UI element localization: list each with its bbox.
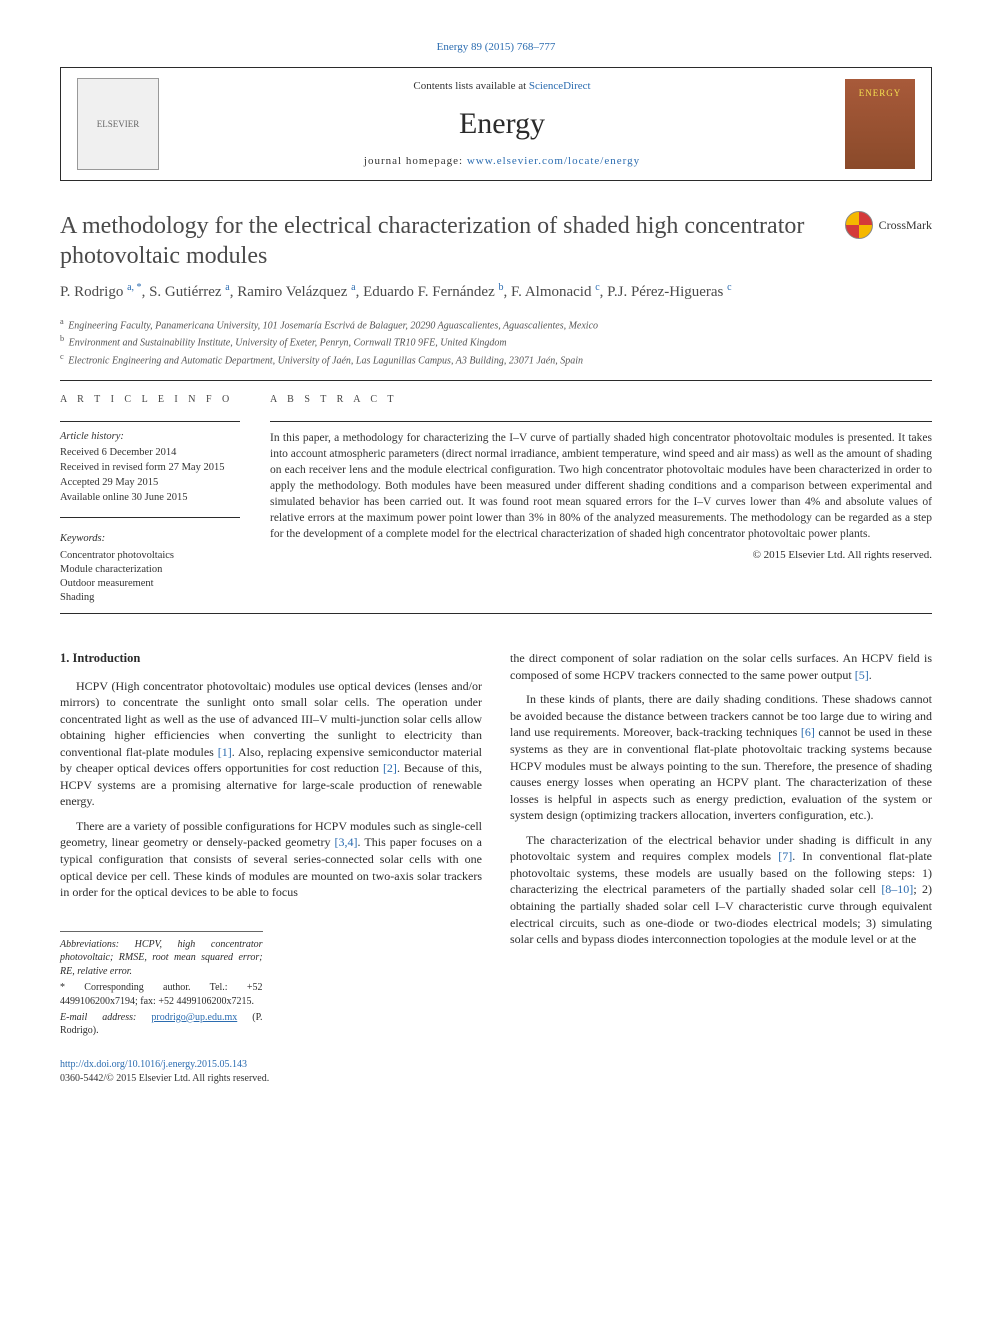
journal-citation: Energy 89 (2015) 768–777: [60, 40, 932, 55]
affiliations-block: a Engineering Faculty, Panamericana Univ…: [60, 316, 932, 368]
article-title: A methodology for the electrical charact…: [60, 211, 845, 271]
journal-header: ELSEVIER Contents lists available at Sci…: [60, 67, 932, 181]
keyword-1: Module characterization: [60, 563, 240, 577]
affiliation-c: c Electronic Engineering and Automatic D…: [60, 351, 932, 368]
authors-line: P. Rodrigo a, *, S. Gutiérrez a, Ramiro …: [60, 281, 932, 302]
rule-below-abstract: [60, 613, 932, 614]
rule-info-2: [60, 517, 240, 518]
history-online: Available online 30 June 2015: [60, 491, 240, 505]
elsevier-logo: ELSEVIER: [77, 78, 159, 170]
footnote-email: E-mail address: prodrigo@up.edu.mx (P. R…: [60, 1011, 263, 1039]
footnote-corresponding: * Corresponding author. Tel.: +52 449910…: [60, 981, 263, 1009]
article-info-heading: A R T I C L E I N F O: [60, 393, 240, 407]
history-label: Article history:: [60, 430, 240, 444]
issn-copyright: 0360-5442/© 2015 Elsevier Ltd. All right…: [60, 1073, 269, 1084]
footnote-abbreviations: Abbreviations: HCPV, high concentrator p…: [60, 938, 263, 979]
abstract-column: A B S T R A C T In this paper, a methodo…: [270, 393, 932, 605]
abstract-copyright: © 2015 Elsevier Ltd. All rights reserved…: [270, 548, 932, 563]
sciencedirect-link[interactable]: ScienceDirect: [529, 80, 591, 92]
section-1-heading: 1. Introduction: [60, 650, 482, 667]
col2-para-3: The characterization of the electrical b…: [510, 832, 932, 948]
contents-available-line: Contents lists available at ScienceDirec…: [159, 79, 845, 94]
abstract-text: In this paper, a methodology for charact…: [270, 430, 932, 543]
crossmark-label: CrossMark: [879, 217, 932, 233]
contents-prefix: Contents lists available at: [413, 80, 528, 92]
col1-para-1: HCPV (High concentrator photovoltaic) mo…: [60, 678, 482, 810]
crossmark-badge[interactable]: CrossMark: [845, 211, 932, 239]
affiliation-b: b Environment and Sustainability Institu…: [60, 333, 932, 350]
abstract-heading: A B S T R A C T: [270, 393, 932, 407]
crossmark-icon: [845, 211, 873, 239]
homepage-prefix: journal homepage:: [364, 155, 467, 167]
footnotes-block: Abbreviations: HCPV, high concentrator p…: [60, 931, 263, 1039]
homepage-link[interactable]: www.elsevier.com/locate/energy: [467, 155, 640, 167]
footer-block: http://dx.doi.org/10.1016/j.energy.2015.…: [60, 1058, 482, 1086]
journal-cover-thumbnail: [845, 79, 915, 169]
col1-para-2: There are a variety of possible configur…: [60, 818, 482, 901]
rule-info-1: [60, 421, 240, 422]
doi-link[interactable]: http://dx.doi.org/10.1016/j.energy.2015.…: [60, 1059, 247, 1070]
history-accepted: Accepted 29 May 2015: [60, 476, 240, 490]
history-revised: Received in revised form 27 May 2015: [60, 461, 240, 475]
journal-name: Energy: [159, 104, 845, 145]
body-col-right: the direct component of solar radiation …: [510, 650, 932, 1086]
info-abstract-row: A R T I C L E I N F O Article history: R…: [60, 393, 932, 605]
body-columns: 1. Introduction HCPV (High concentrator …: [60, 650, 932, 1086]
body-col-left: 1. Introduction HCPV (High concentrator …: [60, 650, 482, 1086]
rule-abstract-top: [270, 421, 932, 422]
rule-above-abstract: [60, 380, 932, 381]
keyword-0: Concentrator photovoltaics: [60, 549, 240, 563]
col2-para-2: In these kinds of plants, there are dail…: [510, 691, 932, 823]
affiliation-a: a Engineering Faculty, Panamericana Univ…: [60, 316, 932, 333]
article-info-column: A R T I C L E I N F O Article history: R…: [60, 393, 240, 605]
keyword-3: Shading: [60, 591, 240, 605]
keyword-2: Outdoor measurement: [60, 577, 240, 591]
col2-para-1: the direct component of solar radiation …: [510, 650, 932, 683]
homepage-line: journal homepage: www.elsevier.com/locat…: [159, 154, 845, 169]
header-center: Contents lists available at ScienceDirec…: [159, 79, 845, 169]
title-block: A methodology for the electrical charact…: [60, 211, 932, 271]
history-received: Received 6 December 2014: [60, 446, 240, 460]
keywords-label: Keywords:: [60, 532, 240, 546]
corresponding-email-link[interactable]: prodrigo@up.edu.mx: [151, 1012, 237, 1023]
